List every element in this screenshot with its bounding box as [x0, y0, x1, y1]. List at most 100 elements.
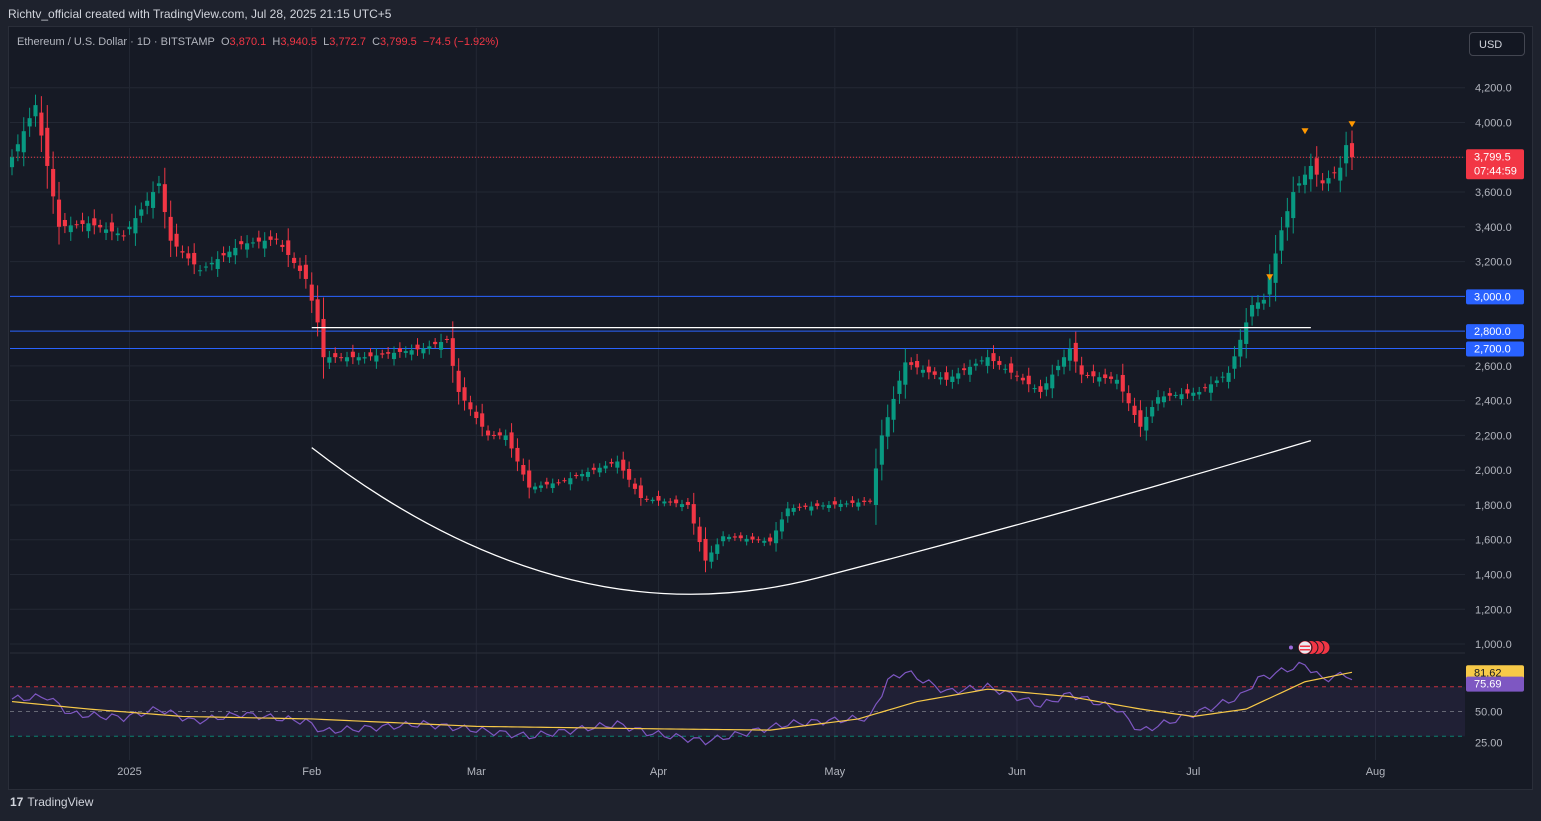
candle-body	[1114, 379, 1119, 384]
candle-body	[245, 243, 250, 250]
candle-body	[1020, 377, 1025, 381]
candle-body	[380, 353, 385, 355]
candle-body	[139, 209, 144, 216]
price-tick-label: 1,800.0	[1475, 500, 1512, 512]
candle-body	[1050, 374, 1055, 389]
candle-body	[668, 501, 673, 503]
price-tick-label: 1,000.0	[1475, 639, 1512, 651]
candle-body	[844, 503, 849, 505]
candle-body	[721, 536, 726, 542]
low-key: L	[323, 36, 330, 48]
time-tick-label: Aug	[1366, 766, 1386, 778]
candle-body	[1338, 167, 1343, 181]
rsi-tick-label: 50.00	[1475, 707, 1503, 719]
chart-attribution: Richtv_official created with TradingView…	[8, 7, 392, 21]
candle-body	[1261, 299, 1266, 304]
candle-body	[632, 483, 638, 489]
candle-body	[21, 131, 26, 153]
price-tick-label: 1,600.0	[1475, 535, 1512, 547]
candle-body	[897, 380, 902, 394]
level-badge	[1466, 289, 1524, 305]
candle-body	[156, 183, 161, 186]
time-tick-label: Feb	[302, 766, 321, 778]
candle-body	[1326, 178, 1331, 184]
candle-body	[709, 552, 714, 562]
candle-body	[368, 352, 373, 357]
symbol-legend: Ethereum / U.S. Dollar · 1D · BITSTAMP O…	[17, 36, 499, 48]
candle-body	[1349, 143, 1355, 158]
chart-frame	[8, 26, 1533, 790]
us-flag-stripe	[1299, 649, 1310, 651]
candle-body	[1038, 386, 1043, 392]
candle-body	[779, 519, 784, 532]
candle-body	[339, 357, 344, 359]
candle-body	[186, 253, 191, 259]
candle-body	[145, 200, 150, 206]
candle-body	[991, 353, 996, 362]
candle-body	[491, 434, 496, 436]
candle-body	[791, 507, 796, 512]
candle-body	[109, 222, 114, 232]
price-tick-label: 2,000.0	[1475, 465, 1512, 477]
candle-body	[521, 465, 526, 475]
candle-body	[203, 266, 209, 268]
candle-body	[1150, 407, 1155, 417]
candle-body	[909, 362, 914, 365]
candle-body	[732, 536, 737, 538]
candle-body	[873, 468, 879, 506]
candle-body	[397, 348, 402, 352]
candle-body	[862, 500, 867, 502]
price-tick-label: 1,400.0	[1475, 570, 1512, 582]
candle-body	[979, 360, 984, 362]
candle-body	[1332, 172, 1337, 174]
candle-body	[785, 508, 790, 517]
candle-body	[468, 402, 473, 410]
candle-body	[39, 112, 44, 136]
candle-body	[103, 229, 109, 233]
candle-body	[568, 478, 573, 485]
candle-body	[1226, 372, 1231, 382]
candle-body	[1220, 376, 1225, 378]
candle-body	[180, 251, 185, 253]
candle-body	[973, 363, 978, 366]
candle-body	[1302, 174, 1308, 185]
candle-body	[1044, 383, 1049, 390]
candle-body	[1285, 211, 1290, 228]
candle-body	[1279, 230, 1284, 251]
open-key: O	[220, 36, 230, 48]
change-value: −74.5 (−1.92%)	[422, 36, 499, 48]
candle-body	[773, 530, 779, 544]
candle-body	[80, 220, 85, 225]
price-tick-label: 3,400.0	[1475, 222, 1512, 234]
candle-body	[544, 481, 549, 485]
candle-body	[344, 357, 350, 362]
candle-body	[638, 485, 643, 499]
last-price-label: 3,799.5	[1474, 151, 1511, 163]
candle-body	[938, 377, 943, 380]
candle-body	[274, 238, 279, 240]
candle-body	[1255, 302, 1261, 309]
signal-marker-icon	[1266, 274, 1274, 281]
price-tick-label: 3,200.0	[1475, 257, 1512, 269]
candle-body	[450, 338, 455, 366]
level-badge	[1466, 341, 1524, 357]
candle-body	[133, 218, 138, 234]
candle-body	[1203, 387, 1208, 389]
rsi-ma-value-badge	[1466, 665, 1524, 681]
candle-body	[703, 538, 708, 561]
candle-body	[444, 338, 449, 340]
currency-button[interactable]: USD	[1469, 32, 1525, 56]
candle-body	[1155, 397, 1161, 404]
candle-body	[497, 432, 502, 436]
signal-marker-icon	[1348, 121, 1356, 128]
candle-body	[209, 262, 214, 265]
candle-body	[391, 352, 397, 360]
candle-body	[550, 483, 555, 489]
candle-body	[192, 252, 197, 265]
candle-body	[1308, 165, 1313, 180]
candle-body	[286, 240, 291, 255]
candle-body	[1026, 375, 1031, 385]
candle-body	[538, 485, 544, 488]
candle-body	[297, 265, 303, 271]
